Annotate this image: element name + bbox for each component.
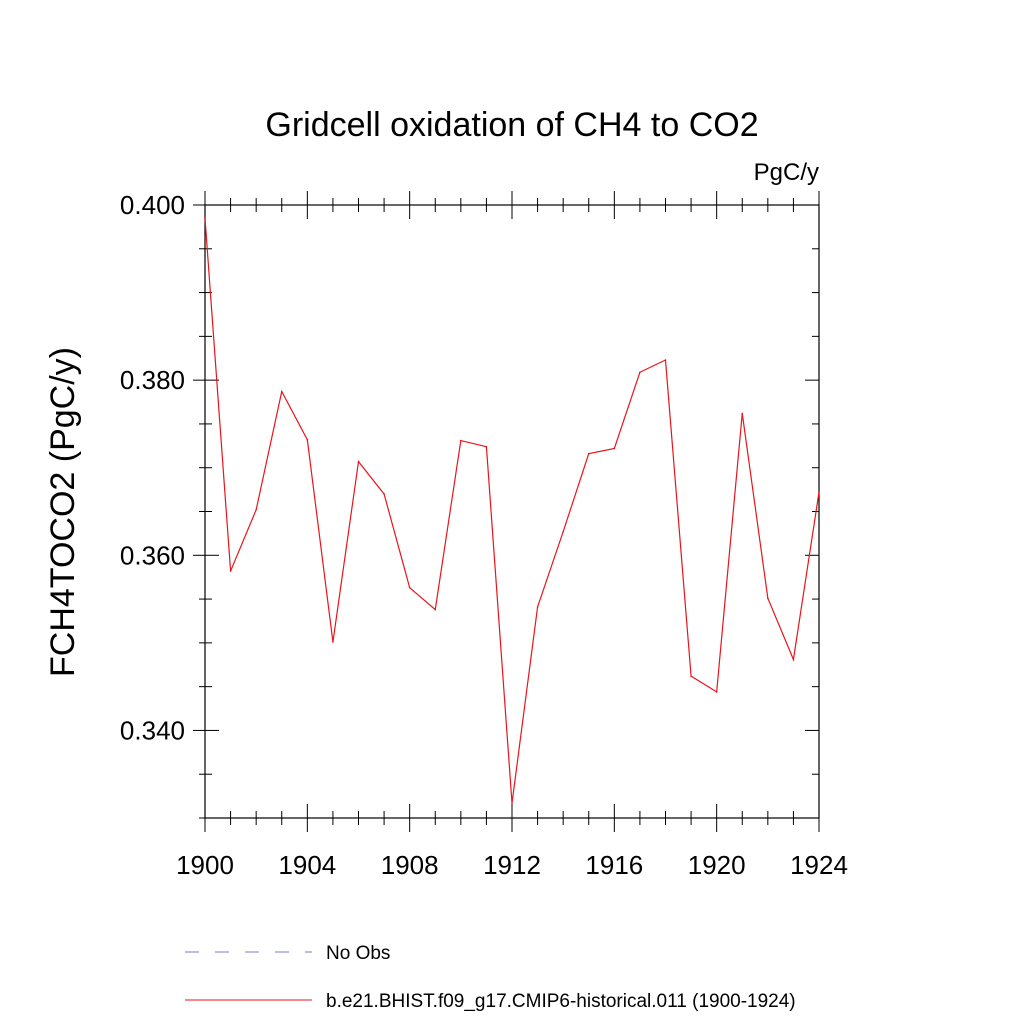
legend-label: No Obs — [326, 943, 390, 964]
data-point — [562, 530, 564, 533]
x-tick-label: 1920 — [688, 850, 746, 880]
x-tick-label: 1908 — [381, 850, 439, 880]
series-line — [204, 218, 820, 804]
y-tick-label: 0.380 — [120, 365, 185, 395]
x-tick-label: 1912 — [483, 850, 541, 880]
units-label: PgC/y — [754, 159, 819, 186]
y-tick-label: 0.400 — [120, 190, 185, 220]
data-series — [204, 217, 820, 804]
plot-border — [204, 204, 820, 819]
y-axis-ticks: 0.340 0.360 0.380 0.400 — [120, 190, 819, 819]
data-point — [204, 217, 206, 219]
x-tick-label: 1916 — [585, 850, 643, 880]
plot-frame — [204, 204, 820, 819]
y-tick-label: 0.360 — [120, 540, 185, 570]
data-point — [485, 445, 488, 448]
data-point — [306, 438, 309, 441]
data-point — [767, 597, 769, 599]
y-axis-label: FCH4TOCO2 (PgC/y) — [44, 347, 82, 677]
data-point — [280, 390, 283, 393]
data-point — [639, 371, 641, 374]
data-point — [511, 802, 513, 804]
data-point — [357, 460, 360, 463]
data-point — [818, 491, 820, 494]
x-tick-label: 1900 — [176, 850, 234, 880]
data-point — [383, 493, 385, 495]
data-point — [741, 412, 744, 415]
y-tick-label: 0.340 — [120, 715, 185, 745]
data-point — [332, 641, 334, 643]
data-point — [255, 508, 257, 511]
x-tick-label: 1924 — [790, 850, 848, 880]
data-point — [587, 452, 590, 455]
legend-label: b.e21.BHIST.f09_g17.CMIP6-historical.011… — [326, 991, 796, 1012]
x-axis-ticks: 1900 1904 1908 1912 1916 1920 1924 — [176, 191, 848, 880]
data-point — [664, 359, 667, 361]
data-point — [715, 691, 718, 693]
data-point — [229, 570, 232, 572]
x-tick-label: 1904 — [278, 850, 336, 880]
data-point — [613, 447, 616, 450]
data-point — [460, 439, 462, 442]
data-point — [408, 586, 411, 589]
data-point — [690, 675, 692, 677]
data-point — [434, 608, 437, 611]
data-point — [792, 658, 795, 661]
data-point — [536, 606, 539, 608]
legend: No Obs b.e21.BHIST.f09_g17.CMIP6-historic… — [185, 943, 796, 1012]
chart-title: Gridcell oxidation of CH4 to CO2 — [265, 106, 758, 144]
